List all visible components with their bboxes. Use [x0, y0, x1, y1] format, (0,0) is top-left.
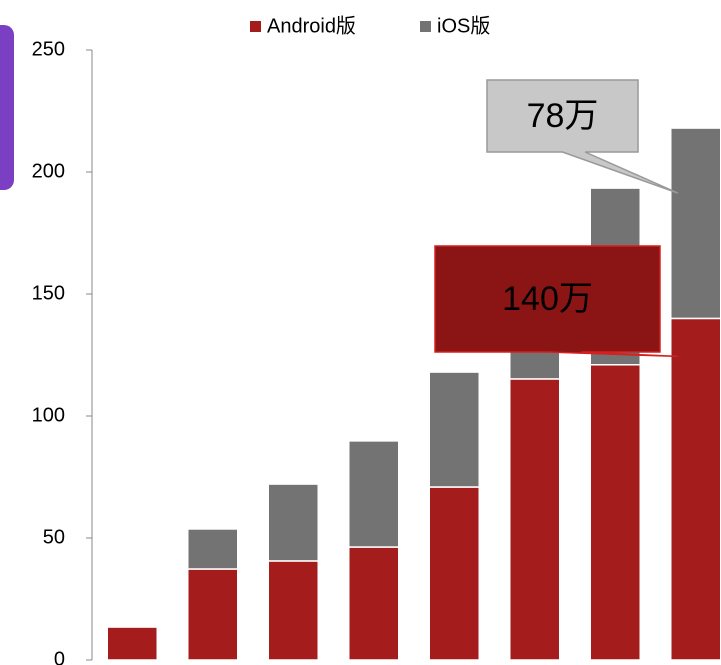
y-tick-label: 250	[32, 38, 65, 60]
decor	[0, 25, 14, 190]
bar-segment	[348, 440, 400, 548]
legend-label: iOS版	[437, 14, 490, 37]
bar-segment	[267, 560, 319, 661]
bar-segment	[670, 127, 721, 320]
y-tick-label: 0	[54, 648, 65, 665]
y-tick-label: 100	[32, 404, 65, 426]
callout-box	[434, 245, 678, 358]
y-tick-label: 150	[32, 282, 65, 304]
callout: 78万	[486, 79, 679, 194]
legend-swatch	[250, 21, 261, 32]
legend-label: Android版	[267, 14, 356, 37]
callout-label: 140万	[502, 280, 593, 318]
y-tick-label: 200	[32, 160, 65, 182]
bar-segment	[187, 528, 239, 570]
callout: 140万	[434, 245, 678, 358]
bar-segment	[670, 317, 721, 661]
y-tick-label: 50	[43, 526, 65, 548]
bar-segment	[428, 371, 480, 488]
bar-segment	[509, 378, 561, 661]
bar-segment	[106, 626, 158, 661]
bar-segment	[348, 546, 400, 661]
bar-segment	[428, 486, 480, 661]
bar-segment	[589, 364, 641, 661]
callout-label: 78万	[527, 97, 599, 135]
legend-swatch	[420, 21, 431, 32]
callout-box	[486, 79, 679, 194]
bar-segment	[187, 568, 239, 661]
bar-segment	[267, 483, 319, 562]
